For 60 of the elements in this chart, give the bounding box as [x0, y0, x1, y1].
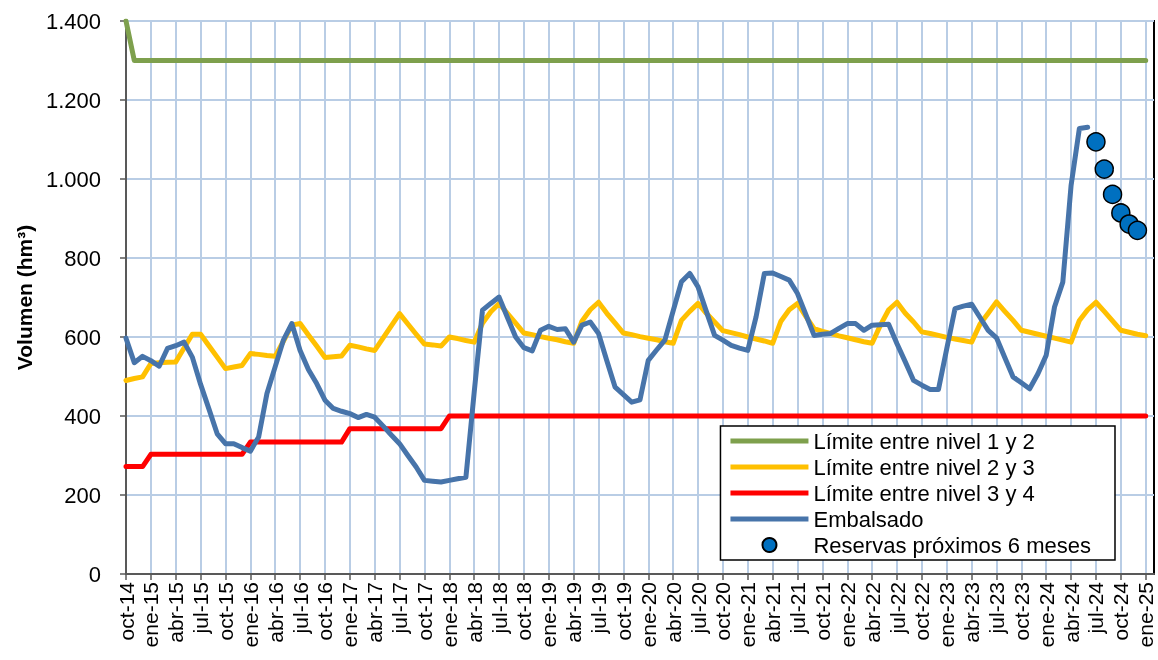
y-tick-label: 200 — [64, 482, 101, 508]
legend-label: Límite entre nivel 2 y 3 — [813, 454, 1035, 480]
x-tick-label: oct-15 — [213, 582, 237, 641]
x-tick-label: jul-22 — [885, 582, 909, 635]
x-tick-label: abr-17 — [363, 582, 387, 643]
x-tick-label: abr-23 — [960, 582, 984, 643]
y-tick-label: 1.400 — [45, 8, 101, 34]
y-tick-label: 800 — [64, 245, 101, 271]
y-tick-label: 400 — [64, 403, 101, 429]
x-tick-label: oct-14 — [114, 581, 138, 641]
x-tick-label: ene-17 — [338, 582, 362, 648]
x-tick-label: oct-24 — [1109, 581, 1133, 641]
x-tick-label: abr-18 — [462, 582, 486, 643]
point — [1102, 184, 1123, 205]
x-tick-label: abr-15 — [164, 582, 188, 643]
legend-label: Límite entre nivel 1 y 2 — [813, 428, 1035, 454]
x-tick-label: abr-22 — [860, 582, 884, 643]
x-tick-label: oct-20 — [711, 582, 735, 641]
x-tick-label: ene-23 — [935, 582, 959, 648]
x-tick-label: oct-16 — [313, 582, 337, 641]
legend-label: Reservas próximos 6 meses — [813, 532, 1092, 558]
x-tick-label: ene-25 — [1134, 582, 1158, 648]
x-tick-label: abr-16 — [263, 582, 287, 643]
x-tick-label: jul-24 — [1084, 581, 1108, 635]
x-tick-label: jul-17 — [388, 582, 412, 635]
x-tick-label: ene-16 — [238, 582, 262, 648]
point — [1127, 220, 1148, 241]
x-tick-label: jul-18 — [487, 582, 511, 635]
y-tick-label: 1.000 — [45, 166, 101, 192]
x-tick-label: jul-20 — [686, 582, 710, 635]
x-tick-label: ene-19 — [537, 582, 561, 648]
y-tick-label: 0 — [88, 561, 101, 587]
x-tick-label: oct-18 — [512, 582, 536, 641]
y-axis-title: Volumen (hm³) — [13, 224, 37, 371]
x-tick-label: ene-15 — [139, 582, 163, 648]
x-tick-label: ene-22 — [835, 582, 859, 648]
y-tick-label: 600 — [64, 324, 101, 350]
x-tick-label: jul-19 — [587, 582, 611, 635]
x-tick-label: oct-22 — [910, 582, 934, 641]
point — [1086, 132, 1106, 152]
y-tick-label: 1.200 — [45, 87, 101, 113]
x-tick-label: abr-24 — [1059, 581, 1083, 643]
legend-label: Límite entre nivel 3 y 4 — [813, 480, 1035, 506]
x-tick-label: oct-21 — [810, 582, 834, 641]
legend-label: Embalsado — [813, 506, 924, 532]
x-tick-label: jul-21 — [786, 582, 810, 635]
x-tick-label: jul-23 — [984, 582, 1008, 635]
x-tick-label: oct-23 — [1009, 582, 1033, 641]
x-tick-label: ene-18 — [437, 582, 461, 648]
x-tick-label: ene-24 — [1034, 581, 1058, 648]
point — [1094, 159, 1115, 179]
x-tick-label: ene-21 — [736, 582, 760, 648]
x-tick-label: abr-20 — [661, 582, 685, 643]
x-tick-label: abr-21 — [761, 582, 785, 643]
x-tick-label: oct-17 — [412, 582, 436, 641]
x-tick-label: ene-20 — [636, 582, 660, 648]
x-tick-label: abr-19 — [562, 582, 586, 643]
x-tick-label: oct-19 — [611, 582, 635, 641]
x-tick-label: jul-15 — [189, 582, 213, 635]
x-tick-label: jul-16 — [288, 582, 312, 635]
